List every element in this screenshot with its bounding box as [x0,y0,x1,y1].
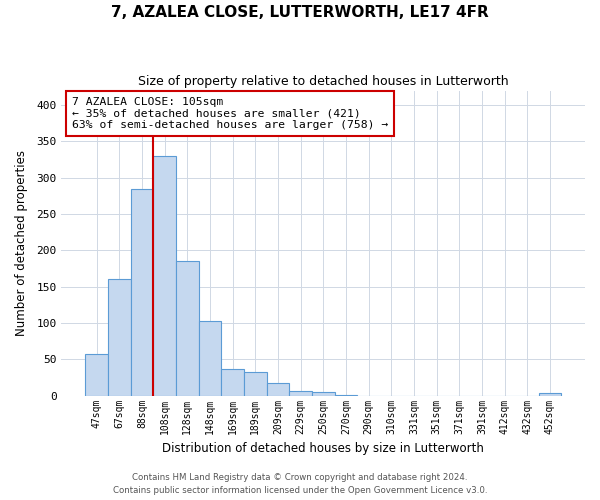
Bar [335,395,357,396]
Bar [153,156,176,396]
Bar [131,190,153,396]
Bar [176,262,199,396]
X-axis label: Distribution of detached houses by size in Lutterworth: Distribution of detached houses by size … [162,442,484,455]
Bar [85,354,108,396]
Title: Size of property relative to detached houses in Lutterworth: Size of property relative to detached ho… [138,75,509,88]
Bar [199,321,221,396]
Bar [266,382,289,396]
Bar [221,369,244,396]
Bar [108,280,131,396]
Bar [289,392,312,396]
Text: Contains HM Land Registry data © Crown copyright and database right 2024.
Contai: Contains HM Land Registry data © Crown c… [113,474,487,495]
Text: 7, AZALEA CLOSE, LUTTERWORTH, LE17 4FR: 7, AZALEA CLOSE, LUTTERWORTH, LE17 4FR [111,5,489,20]
Text: 7 AZALEA CLOSE: 105sqm
← 35% of detached houses are smaller (421)
63% of semi-de: 7 AZALEA CLOSE: 105sqm ← 35% of detached… [72,96,388,130]
Bar [312,392,335,396]
Bar [539,394,561,396]
Y-axis label: Number of detached properties: Number of detached properties [15,150,28,336]
Bar [244,372,266,396]
